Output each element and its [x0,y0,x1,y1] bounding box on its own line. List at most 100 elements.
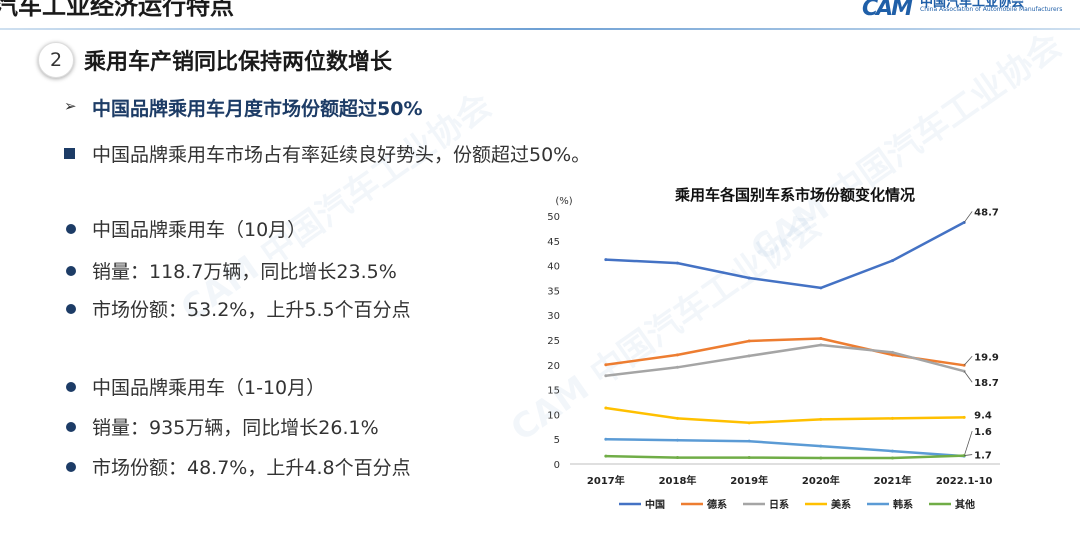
y-tick-label: 0 [554,460,560,471]
list-item: 中国品牌乘用车（10月） [92,219,307,241]
data-label: 1.7 [974,451,992,462]
y-tick-label: 5 [554,435,560,446]
y-tick-label: 25 [547,336,560,347]
series-line-1 [605,221,965,290]
header-divider [0,28,1080,30]
x-tick-label: 2017年 [587,474,625,487]
list-item: 销量：118.7万辆，同比增长23.5% [92,261,397,283]
data-point [819,456,823,460]
data-point [676,353,679,357]
y-tick-label: 40 [547,262,560,273]
data-point [747,354,751,358]
section-number-badge: 2 [38,42,74,78]
legend-label: 韩系 [893,498,913,511]
data-point [819,286,823,290]
data-point [891,353,894,357]
legend-label: 美系 [831,498,851,511]
y-tick-label: 50 [547,212,560,223]
list-item: 市场份额：48.7%，上升4.8个百分点 [92,457,411,479]
page-header-title: 汽车工业经济运行特点 [0,0,234,20]
data-point [819,343,823,347]
data-point [891,416,894,420]
summary-text: 中国品牌乘用车市场占有率延续良好势头，份额超过50%。 [92,144,591,166]
section-title: 乘用车产销同比保持两位数增长 [84,50,393,75]
x-tick-label: 2022.1-10 [936,476,993,487]
data-point [604,258,608,262]
data-point [604,363,608,367]
chart-title: 乘用车各国别车系市场份额变化情况 [674,186,915,204]
legend-label: 德系 [706,498,727,511]
data-point [604,374,608,378]
data-label-leader [963,211,973,223]
data-point [891,259,894,263]
data-point [604,454,608,458]
data-point [747,276,751,280]
dot-bullet-icon [66,382,76,392]
y-axis-unit-label: (%) [555,196,572,207]
dot-bullet-icon [66,462,76,472]
series-line-4 [605,406,965,425]
data-point [604,437,608,441]
data-label: 9.4 [974,410,992,421]
data-point [676,456,679,460]
list-item: 销量：935万辆，同比增长26.1% [92,417,379,439]
data-point [819,417,823,421]
data-point [962,454,966,458]
market-share-chart: 乘用车各国别车系市场份额变化情况 (%) 0 5 10 15 20 25 30 35 40 45 50… [530,182,1060,522]
dot-bullet-icon [66,304,76,314]
legend-label: 中国 [645,498,665,511]
list-item: 中国品牌乘用车（1-10月） [92,377,326,399]
logo-chinese-name: 中国汽车工业协会 [920,0,1025,10]
data-point [962,415,966,419]
data-label-leader [964,454,973,456]
data-point [891,350,894,354]
data-point [819,337,823,341]
subheading: 中国品牌乘用车月度市场份额超过50% [92,98,423,120]
data-point [819,444,823,448]
data-label-leader [963,430,973,457]
data-point [747,339,751,343]
x-tick-label: 2019年 [730,474,768,487]
logo-english-name: China Association of Automobile Manufact… [920,6,1063,13]
y-tick-label: 20 [547,361,560,372]
x-tick-label: 2018年 [659,474,697,487]
data-point [747,456,751,460]
series-line-3 [605,343,965,377]
y-tick-label: 15 [547,386,560,397]
data-label: 18.7 [974,378,999,389]
y-tick-label: 10 [547,410,560,421]
data-point [676,416,679,420]
data-label: 48.7 [974,207,999,218]
legend-label: 日系 [769,498,789,511]
data-point [676,261,679,265]
y-tick-label: 45 [547,237,560,248]
dot-bullet-icon [66,266,76,276]
data-label: 19.9 [974,352,999,363]
data-label-leader [963,371,973,383]
data-point [891,456,894,460]
data-point [604,406,608,410]
data-point [676,365,679,369]
series-line-2 [605,337,965,367]
arrow-bullet-icon: ➢ [64,97,77,115]
dot-bullet-icon [66,224,76,234]
logo-mark-icon: CAM [862,0,913,21]
series-line-6 [605,454,965,460]
data-label: 1.6 [974,427,992,438]
square-bullet-icon [64,148,75,159]
x-tick-label: 2021年 [874,474,912,487]
series-line-5 [605,437,965,458]
association-logo: CAM 中国汽车工业协会 China Association of Automo… [862,0,1062,22]
data-label-leader [963,356,973,366]
data-point [747,421,751,425]
line-chart-svg: (%) 0 5 10 15 20 25 30 35 40 45 50 2017年 2018年 2019年 20… [547,196,1000,511]
header-bar: 汽车工业经济运行特点 CAM 中国汽车工业协会 China Associatio… [0,0,1080,30]
data-point [676,438,679,442]
dot-bullet-icon [66,422,76,432]
data-point [891,449,894,453]
legend-label: 其他 [955,498,975,511]
x-tick-label: 2020年 [802,474,840,487]
data-point [747,439,751,443]
y-tick-label: 30 [547,311,560,322]
list-item: 市场份额：53.2%，上升5.5个百分点 [92,299,411,321]
